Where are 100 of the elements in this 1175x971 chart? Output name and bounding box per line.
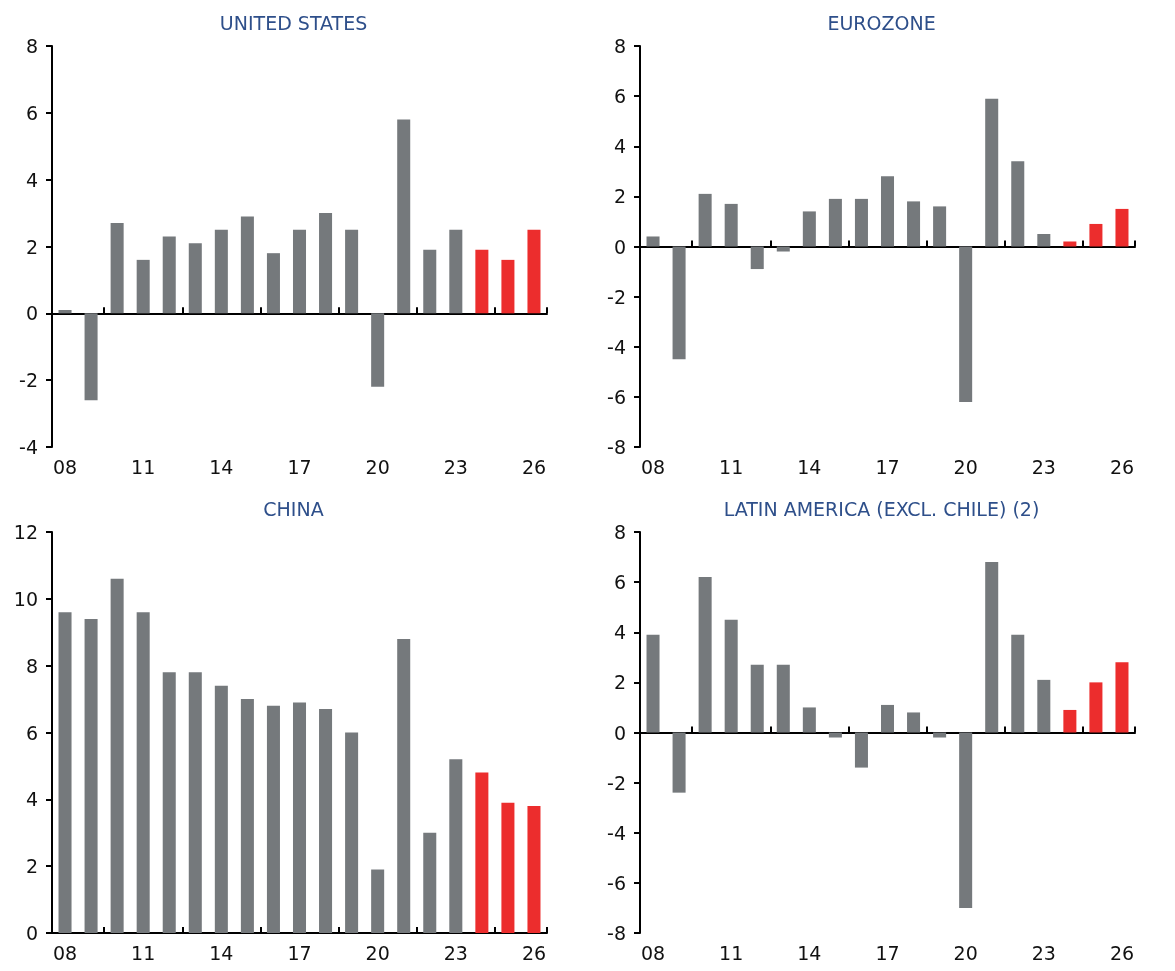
x-tick-label: 17 xyxy=(875,455,900,478)
x-tick-label: 20 xyxy=(365,941,390,964)
bar xyxy=(371,313,385,387)
bar xyxy=(475,772,489,933)
bar xyxy=(214,229,228,314)
bar xyxy=(84,618,98,933)
bar xyxy=(959,246,973,402)
bar xyxy=(1115,208,1129,247)
bar xyxy=(449,759,463,933)
bar xyxy=(985,98,999,247)
bar xyxy=(292,229,307,314)
y-tick-label: 10 xyxy=(13,587,38,610)
bar xyxy=(907,201,921,247)
bar xyxy=(345,229,359,314)
bar xyxy=(527,806,541,933)
bar xyxy=(776,246,790,252)
x-tick-label: 08 xyxy=(52,941,78,964)
x-tick-label: 11 xyxy=(719,941,744,964)
y-tick-label: -8 xyxy=(607,922,626,944)
bar xyxy=(188,243,202,314)
bar xyxy=(423,832,437,933)
y-tick-label: 2 xyxy=(25,855,38,878)
bar xyxy=(397,638,411,933)
bar xyxy=(397,119,411,314)
y-tick-label: -2 xyxy=(607,285,626,308)
x-tick-label: 26 xyxy=(1109,455,1135,478)
bar xyxy=(646,634,660,733)
bar xyxy=(527,229,541,314)
x-tick-label: 14 xyxy=(797,455,822,478)
y-tick-label: 8 xyxy=(25,654,38,677)
x-tick-label: 20 xyxy=(365,455,390,478)
y-tick-label: 2 xyxy=(25,235,38,258)
y-tick-label: -2 xyxy=(607,771,626,794)
bar xyxy=(959,732,973,908)
x-tick-label: 08 xyxy=(640,455,666,478)
bar xyxy=(724,619,738,733)
bar xyxy=(475,249,489,314)
bar xyxy=(1037,233,1051,247)
bar xyxy=(188,672,202,933)
x-tick-label: 17 xyxy=(287,941,312,964)
y-tick-label: -6 xyxy=(607,385,626,408)
bar xyxy=(214,685,228,933)
bar xyxy=(423,249,437,314)
y-tick-label: -4 xyxy=(19,436,38,458)
y-tick-label: -6 xyxy=(607,871,626,894)
bar xyxy=(698,577,712,733)
bar xyxy=(449,229,463,314)
bar xyxy=(319,709,333,933)
y-tick-label: 2 xyxy=(613,671,626,694)
x-tick-label: 23 xyxy=(443,455,468,478)
y-tick-label: 4 xyxy=(25,788,38,811)
bar xyxy=(750,664,764,733)
bar xyxy=(880,704,895,733)
bar xyxy=(371,869,385,933)
bar xyxy=(1089,682,1103,733)
bar xyxy=(698,193,712,247)
bar xyxy=(724,203,738,247)
x-tick-label: 14 xyxy=(797,941,822,964)
x-tick-label: 08 xyxy=(52,455,78,478)
x-tick-label: 11 xyxy=(131,455,156,478)
bar xyxy=(266,253,280,314)
y-tick-label: 4 xyxy=(613,621,626,644)
y-tick-label: 8 xyxy=(613,521,626,543)
x-tick-label: 17 xyxy=(287,455,312,478)
x-tick-label: 14 xyxy=(209,941,234,964)
y-tick-label: 4 xyxy=(613,135,626,158)
bar xyxy=(1037,679,1051,733)
bar xyxy=(933,206,947,247)
bar xyxy=(240,216,254,314)
bar xyxy=(162,672,176,933)
x-tick-label: 26 xyxy=(1109,941,1135,964)
bar xyxy=(162,236,176,314)
bar xyxy=(136,259,150,314)
x-tick-label: 20 xyxy=(953,941,978,964)
y-tick-label: 0 xyxy=(25,922,38,944)
bar xyxy=(672,732,686,793)
x-tick-label: 20 xyxy=(953,455,978,478)
y-tick-label: 4 xyxy=(25,168,38,191)
bar xyxy=(501,259,515,314)
bar xyxy=(802,707,816,733)
y-tick-label: 12 xyxy=(13,521,38,543)
bar xyxy=(750,246,764,270)
x-tick-label: 11 xyxy=(719,455,744,478)
y-tick-label: 8 xyxy=(613,35,626,57)
bar xyxy=(828,198,842,247)
bar xyxy=(646,236,660,247)
bar xyxy=(240,699,254,933)
x-tick-label: 14 xyxy=(209,455,234,478)
y-tick-label: 6 xyxy=(25,101,38,124)
chart-title: CHINA xyxy=(263,497,324,520)
bar xyxy=(854,732,868,768)
chart-title: UNITED STATES xyxy=(219,11,368,34)
x-tick-label: 17 xyxy=(875,941,900,964)
y-tick-label: 6 xyxy=(25,721,38,744)
bar xyxy=(136,612,150,933)
bar xyxy=(776,664,790,733)
bar xyxy=(1011,634,1025,733)
y-tick-label: -4 xyxy=(607,821,626,844)
bar xyxy=(933,732,947,738)
x-tick-label: 26 xyxy=(521,941,547,964)
